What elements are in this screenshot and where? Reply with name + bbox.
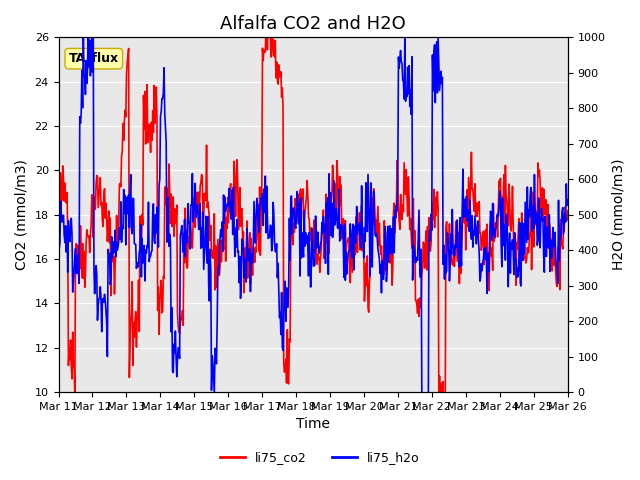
li75_co2 xyxy=(54,198,62,204)
Line: li75_h2o: li75_h2o xyxy=(58,16,568,458)
li75_h2o xyxy=(376,256,383,262)
li75_co2 xyxy=(264,19,272,24)
li75_h2o xyxy=(64,269,72,275)
li75_h2o xyxy=(390,250,398,256)
li75_h2o xyxy=(419,455,426,461)
li75_co2 xyxy=(376,220,383,226)
li75_co2 xyxy=(564,208,572,214)
Title: Alfalfa CO2 and H2O: Alfalfa CO2 and H2O xyxy=(220,15,406,33)
li75_h2o xyxy=(169,368,177,374)
Legend: li75_co2, li75_h2o: li75_co2, li75_h2o xyxy=(215,446,425,469)
Y-axis label: CO2 (mmol/m3): CO2 (mmol/m3) xyxy=(15,159,29,270)
li75_h2o xyxy=(117,199,125,204)
li75_co2 xyxy=(195,190,203,195)
X-axis label: Time: Time xyxy=(296,418,330,432)
li75_h2o xyxy=(196,216,204,222)
li75_co2 xyxy=(116,180,124,186)
Line: li75_co2: li75_co2 xyxy=(58,22,568,455)
li75_h2o xyxy=(84,13,92,19)
li75_co2 xyxy=(64,230,72,236)
li75_co2 xyxy=(390,200,398,206)
li75_co2 xyxy=(440,452,447,458)
li75_h2o xyxy=(564,197,572,203)
Text: TA_flux: TA_flux xyxy=(68,52,119,65)
Y-axis label: H2O (mmol/m3): H2O (mmol/m3) xyxy=(611,159,625,270)
li75_co2 xyxy=(168,224,175,229)
li75_h2o xyxy=(54,206,62,212)
